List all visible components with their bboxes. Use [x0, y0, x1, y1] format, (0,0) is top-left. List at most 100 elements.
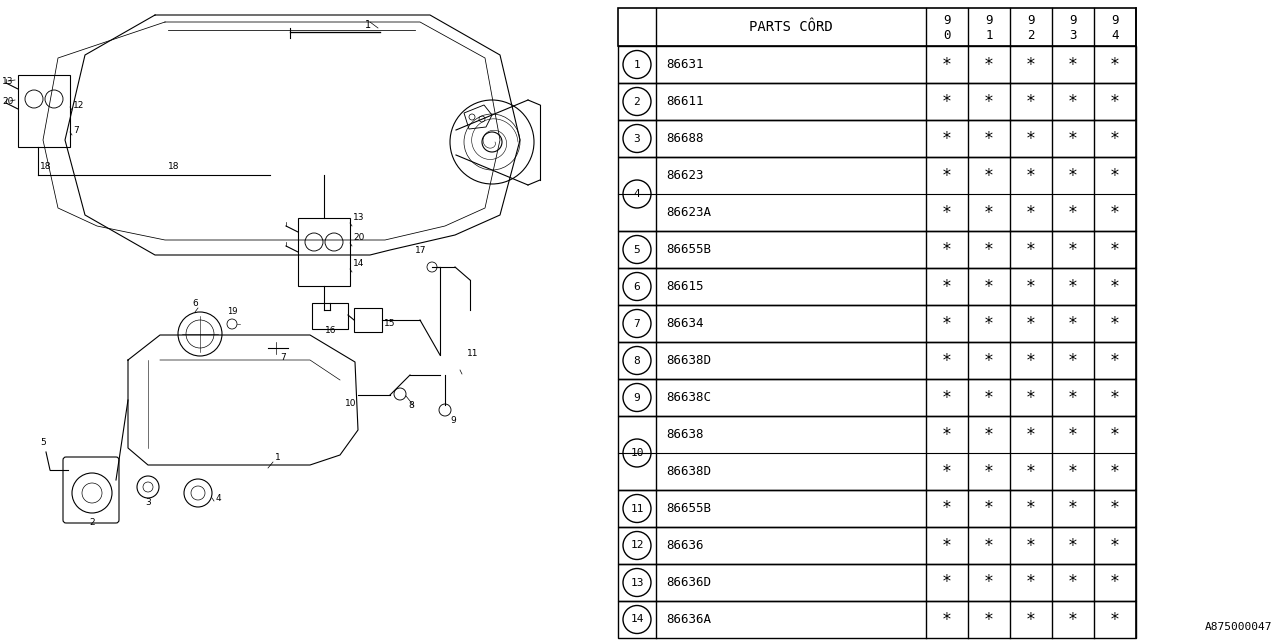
Text: *: * — [1110, 204, 1120, 221]
Text: *: * — [1027, 351, 1036, 369]
Bar — [618, 601, 1137, 638]
Text: 1: 1 — [365, 20, 371, 30]
Text: *: * — [1068, 278, 1078, 296]
Text: 4: 4 — [216, 494, 221, 503]
Bar — [618, 564, 1137, 601]
Text: 13: 13 — [630, 577, 644, 588]
Text: *: * — [1068, 129, 1078, 147]
Text: 15: 15 — [384, 319, 396, 328]
Text: *: * — [984, 314, 995, 333]
Text: 9: 9 — [634, 392, 640, 403]
Bar — [618, 8, 1137, 46]
Text: *: * — [1110, 129, 1120, 147]
Text: 86636: 86636 — [666, 539, 704, 552]
Text: *: * — [942, 536, 952, 554]
Text: *: * — [1068, 204, 1078, 221]
Text: *: * — [942, 351, 952, 369]
Text: *: * — [1110, 573, 1120, 591]
Text: *: * — [1068, 56, 1078, 74]
Text: *: * — [942, 573, 952, 591]
Text: *: * — [1110, 388, 1120, 406]
Text: 20: 20 — [3, 97, 13, 106]
Text: *: * — [1110, 611, 1120, 628]
Text: *: * — [1027, 536, 1036, 554]
Text: 8: 8 — [408, 401, 413, 410]
Text: *: * — [984, 463, 995, 481]
Text: *: * — [942, 278, 952, 296]
Text: 1: 1 — [986, 29, 993, 42]
Text: 7: 7 — [73, 125, 79, 134]
Text: *: * — [942, 426, 952, 444]
Text: *: * — [984, 166, 995, 184]
Text: *: * — [942, 56, 952, 74]
Text: 4: 4 — [1111, 29, 1119, 42]
Text: 9: 9 — [1028, 13, 1034, 26]
Text: *: * — [942, 166, 952, 184]
Text: *: * — [1027, 463, 1036, 481]
Text: *: * — [984, 611, 995, 628]
Bar — [618, 46, 1137, 83]
Text: 13: 13 — [3, 77, 14, 86]
Text: 12: 12 — [630, 541, 644, 550]
Text: 86655B: 86655B — [666, 243, 710, 256]
Text: *: * — [1110, 536, 1120, 554]
Text: A875000047: A875000047 — [1204, 622, 1272, 632]
Text: *: * — [1027, 93, 1036, 111]
Text: *: * — [1110, 351, 1120, 369]
Text: 1: 1 — [275, 453, 280, 462]
Text: *: * — [984, 241, 995, 259]
Text: *: * — [1068, 166, 1078, 184]
Text: *: * — [1068, 426, 1078, 444]
Text: *: * — [1068, 463, 1078, 481]
Text: *: * — [1027, 166, 1036, 184]
Text: *: * — [984, 56, 995, 74]
Text: *: * — [942, 314, 952, 333]
Text: 86615: 86615 — [666, 280, 704, 293]
Text: 86688: 86688 — [666, 132, 704, 145]
Text: 0: 0 — [943, 29, 951, 42]
Text: *: * — [984, 426, 995, 444]
Text: 17: 17 — [415, 246, 426, 255]
Text: 86638C: 86638C — [666, 391, 710, 404]
Text: 5: 5 — [634, 244, 640, 255]
Text: 7: 7 — [634, 319, 640, 328]
Text: 14: 14 — [630, 614, 644, 625]
Text: *: * — [984, 388, 995, 406]
Text: 6: 6 — [634, 282, 640, 291]
Bar — [618, 527, 1137, 564]
Text: *: * — [942, 93, 952, 111]
Bar — [18, 75, 70, 147]
Bar — [618, 231, 1137, 268]
Text: *: * — [1110, 314, 1120, 333]
Text: *: * — [1068, 241, 1078, 259]
Text: *: * — [984, 129, 995, 147]
Text: *: * — [1068, 351, 1078, 369]
Text: 86638: 86638 — [666, 428, 704, 441]
Text: *: * — [1027, 388, 1036, 406]
Text: 8: 8 — [634, 355, 640, 365]
Text: *: * — [1068, 93, 1078, 111]
Text: 3: 3 — [1069, 29, 1076, 42]
Text: 4: 4 — [634, 189, 640, 199]
Text: 16: 16 — [325, 326, 337, 335]
Text: 12: 12 — [73, 100, 84, 109]
Text: 6: 6 — [192, 299, 197, 308]
Bar — [618, 490, 1137, 527]
Text: 9: 9 — [943, 13, 951, 26]
Text: *: * — [1068, 314, 1078, 333]
Bar — [618, 416, 1137, 490]
Text: *: * — [984, 204, 995, 221]
Text: *: * — [1027, 241, 1036, 259]
Text: 86623: 86623 — [666, 169, 704, 182]
Text: 10: 10 — [630, 448, 644, 458]
Text: *: * — [1110, 56, 1120, 74]
Text: *: * — [1027, 56, 1036, 74]
Text: *: * — [942, 241, 952, 259]
Text: 9: 9 — [451, 416, 456, 425]
Text: 86611: 86611 — [666, 95, 704, 108]
Text: *: * — [942, 463, 952, 481]
Text: 86638D: 86638D — [666, 354, 710, 367]
Text: *: * — [1027, 278, 1036, 296]
Bar — [618, 268, 1137, 305]
Text: *: * — [942, 388, 952, 406]
